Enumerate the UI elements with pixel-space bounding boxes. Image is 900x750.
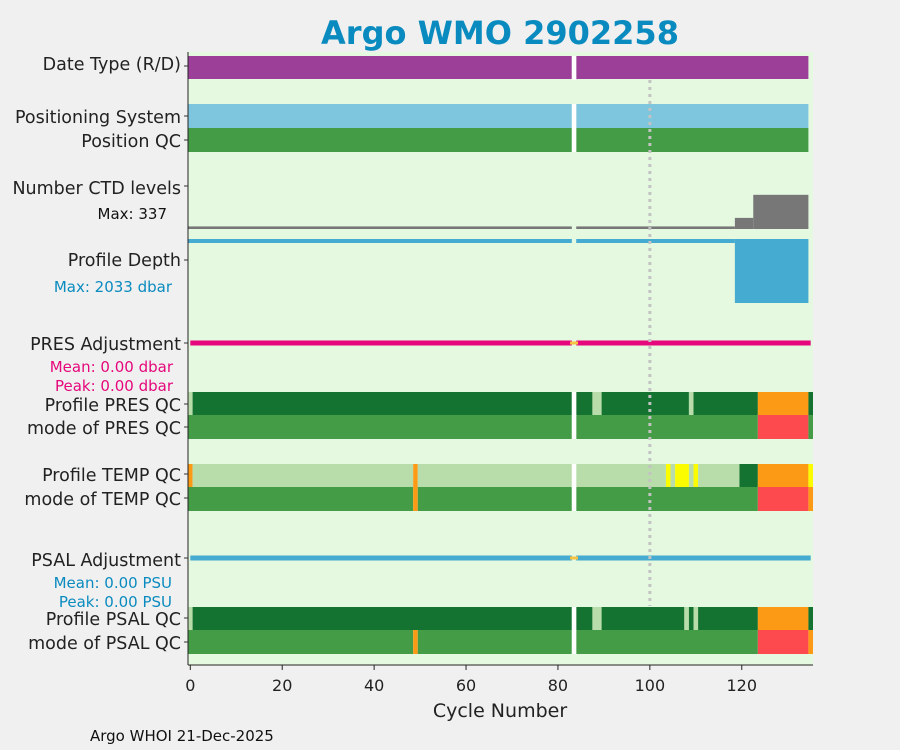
mode-pres-qc-segment-1 [757,415,809,439]
chart-overlay [570,52,652,665]
profile-psal-qc-segment-0 [188,607,193,630]
positioning-system-segment-0 [188,104,809,128]
profile-depth-bar-0 [188,239,735,243]
label-psal-adjustment: PSAL Adjustment [31,551,181,571]
mode-psal-qc-segment-4 [808,630,813,654]
profile-temp-qc-segment-2 [413,464,418,487]
gap-column-0 [571,52,577,665]
profile-psal-qc-segment-5 [688,607,694,630]
profile-pres-qc-segment-3 [601,392,689,415]
gap-cell-0-4 [571,415,577,439]
profile-depth-bar-1 [734,239,809,303]
profile-temp-qc-segment-6 [675,464,689,487]
profile-psal-qc-segment-8 [757,607,809,630]
ctd-levels-bar-1 [734,217,754,229]
mode-temp-qc-segment-3 [757,487,809,511]
profile-pres-qc-segment-1 [192,392,593,415]
profile-temp-qc-segment-10 [739,464,758,487]
gap-cell-0-2 [571,128,577,152]
label-mode-psal-qc: mode of PSAL QC [28,634,181,654]
profile-psal-qc-segment-2 [592,607,602,630]
label-mode-pres-qc: mode of PRES QC [27,419,181,439]
footer-credit: Argo WHOI 21-Dec-2025 [90,727,274,745]
profile-temp-qc-segment-9 [698,464,740,487]
plot-panel [188,52,813,665]
x-tick-label-6: 120 [726,676,757,695]
mode-temp-qc-segment-0 [188,487,414,511]
profile-temp-qc-segment-1 [192,464,414,487]
x-axis-label: Cycle Number [433,700,567,722]
psal-peak-label: Peak: 0.00 PSU [59,593,172,611]
profile-temp-qc-segment-5 [670,464,676,487]
x-tick-label-1: 20 [272,676,292,695]
mode-temp-qc-segment-2 [417,487,758,511]
mode-temp-qc-segment-1 [413,487,418,511]
psal-mean-label: Mean: 0.00 PSU [54,574,172,592]
mode-psal-qc-segment-3 [757,630,809,654]
gap-cell-0-1 [571,104,577,128]
profile-psal-qc-segment-9 [808,607,813,630]
label-date-type: Date Type (R/D) [43,55,181,75]
pres-mean-label: Mean: 0.00 dbar [50,358,174,376]
gap-cell-0-5 [571,464,577,488]
profile-pres-qc-segment-2 [592,392,602,415]
profile-pres-qc-segment-0 [188,392,193,415]
gap-cell-0-0 [571,56,577,80]
mode-pres-qc-segment-2 [808,415,813,439]
ctd-levels-bar-0 [188,226,735,229]
profile-pres-qc-segment-5 [693,392,758,415]
label-positioning-system: Positioning System [15,108,181,128]
label-profile-depth: Profile Depth [68,251,181,271]
mode-pres-qc-segment-0 [188,415,758,439]
label-mode-temp-qc: mode of TEMP QC [24,490,181,510]
profile-temp-qc-segment-3 [417,464,666,487]
gap-cell-0-3 [571,392,577,416]
x-tick-label-4: 80 [548,676,568,695]
gap-cell-0-8 [571,630,577,654]
label-profile-pres-qc: Profile PRES QC [45,396,181,416]
ctd-levels-bar-2 [753,194,809,229]
date-type-segment-0 [188,56,809,79]
label-pres-adjustment: PRES Adjustment [30,335,181,355]
pres-peak-label: Peak: 0.00 dbar [55,377,174,395]
status-bars [188,56,813,654]
profile-temp-qc-segment-8 [693,464,699,487]
profile-psal-qc-segment-1 [192,607,593,630]
label-position-qc: Position QC [81,132,181,152]
profile-psal-qc-segment-4 [684,607,689,630]
x-tick-label-3: 60 [456,676,476,695]
position-qc-segment-0 [188,128,809,152]
mode-temp-qc-segment-4 [808,487,813,511]
profile-pres-qc-segment-7 [808,392,813,415]
profile-temp-qc-segment-11 [757,464,809,487]
label-profile-temp-qc: Profile TEMP QC [42,466,181,486]
chart-title: Argo WMO 2902258 [321,14,679,52]
gap-cell-0-6 [571,487,577,511]
gap-cell-0-7 [571,607,577,631]
x-tick-label-0: 0 [185,676,195,695]
mode-psal-qc-segment-0 [188,630,414,654]
profile-temp-qc-segment-12 [808,464,813,487]
x-tick-label-5: 100 [635,676,666,695]
x-tick-label-2: 40 [364,676,384,695]
label-ctd-levels: Number CTD levels [12,179,181,199]
label-profile-psal-qc: Profile PSAL QC [46,610,181,630]
profile-psal-qc-segment-6 [693,607,699,630]
depth-max-label: Max: 2033 dbar [54,278,173,296]
profile-pres-qc-segment-4 [688,392,694,415]
profile-pres-qc-segment-6 [757,392,809,415]
mode-psal-qc-segment-2 [417,630,758,654]
ctd-max-label: Max: 337 [98,205,167,223]
profile-psal-qc-segment-3 [601,607,685,630]
mode-psal-qc-segment-1 [413,630,418,654]
profile-psal-qc-segment-7 [698,607,758,630]
profile-temp-qc-segment-7 [688,464,694,487]
profile-temp-qc-segment-0 [188,464,193,487]
profile-temp-qc-segment-4 [665,464,671,487]
x-axis: 0 20 40 60 80 100 120 [184,52,813,695]
